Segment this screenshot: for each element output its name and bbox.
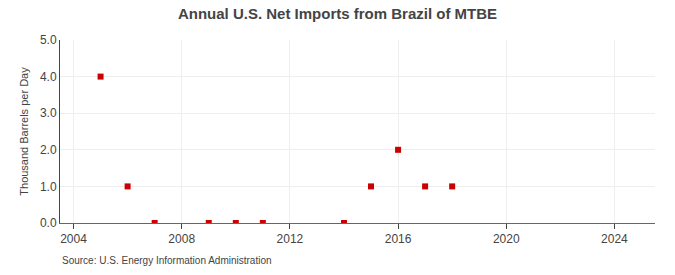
svg-text:1.0: 1.0	[40, 180, 57, 194]
svg-text:5.0: 5.0	[40, 33, 57, 47]
svg-text:2016: 2016	[385, 232, 412, 246]
svg-text:2004: 2004	[60, 232, 87, 246]
svg-text:2012: 2012	[277, 232, 304, 246]
svg-text:2020: 2020	[493, 232, 520, 246]
svg-text:3.0: 3.0	[40, 106, 57, 120]
svg-text:4.0: 4.0	[40, 70, 57, 84]
svg-text:2024: 2024	[601, 232, 628, 246]
svg-text:0.0: 0.0	[40, 216, 57, 230]
svg-text:Source: U.S. Energy Informatio: Source: U.S. Energy Information Administ…	[62, 255, 272, 266]
svg-text:2008: 2008	[168, 232, 195, 246]
svg-text:2.0: 2.0	[40, 143, 57, 157]
svg-text:Thousand Barrels per Day: Thousand Barrels per Day	[18, 67, 30, 196]
svg-text:Annual U.S. Net Imports from B: Annual U.S. Net Imports from Brazil of M…	[178, 5, 497, 22]
